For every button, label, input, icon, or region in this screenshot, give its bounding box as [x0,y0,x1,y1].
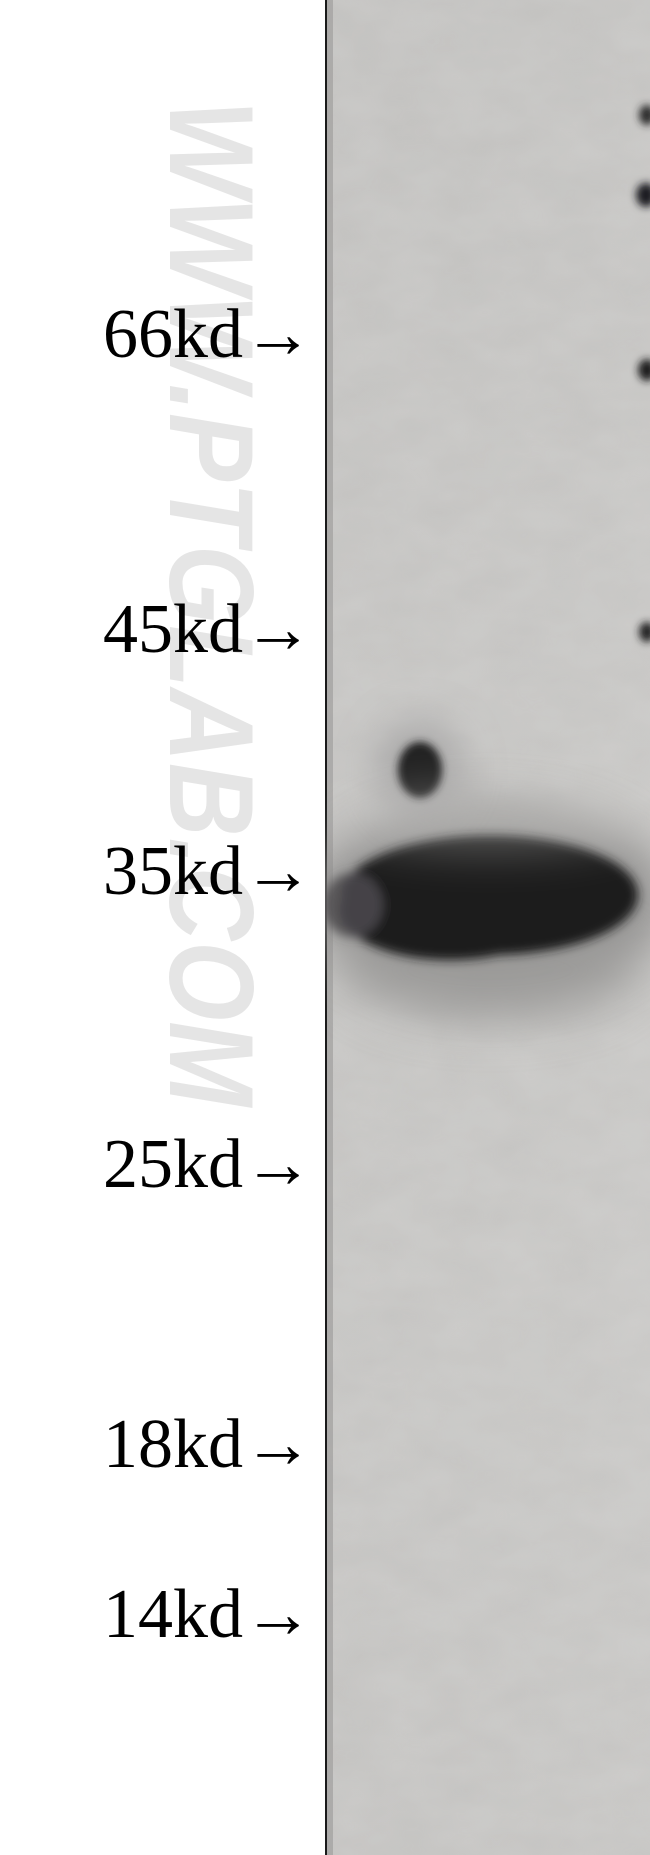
arrow-icon: → [243,591,313,668]
mw-label-text: 14kd [103,1576,243,1653]
mw-label-35kd: 35kd→ [103,832,313,912]
mw-label-text: 66kd [103,296,243,373]
mw-label-25kd: 25kd→ [103,1125,313,1205]
arrow-icon: → [243,1406,313,1483]
mw-label-text: 35kd [103,833,243,910]
arrow-icon: → [243,296,313,373]
watermark-text: WWW.PTGLAB.COM [142,100,280,1285]
blot-lane [325,0,650,1855]
arrow-icon: → [243,1126,313,1203]
figure-canvas: WWW.PTGLAB.COM [0,0,650,1855]
mw-label-text: 18kd [103,1406,243,1483]
mw-label-66kd: 66kd→ [103,295,313,375]
arrow-icon: → [243,833,313,910]
mw-label-45kd: 45kd→ [103,590,313,670]
mw-label-14kd: 14kd→ [103,1575,313,1655]
mw-label-18kd: 18kd→ [103,1405,313,1485]
mw-label-text: 25kd [103,1126,243,1203]
upper-dot-band [398,742,442,798]
mw-label-text: 45kd [103,591,243,668]
blot-lane-svg [325,0,650,1855]
arrow-icon: → [243,1576,313,1653]
